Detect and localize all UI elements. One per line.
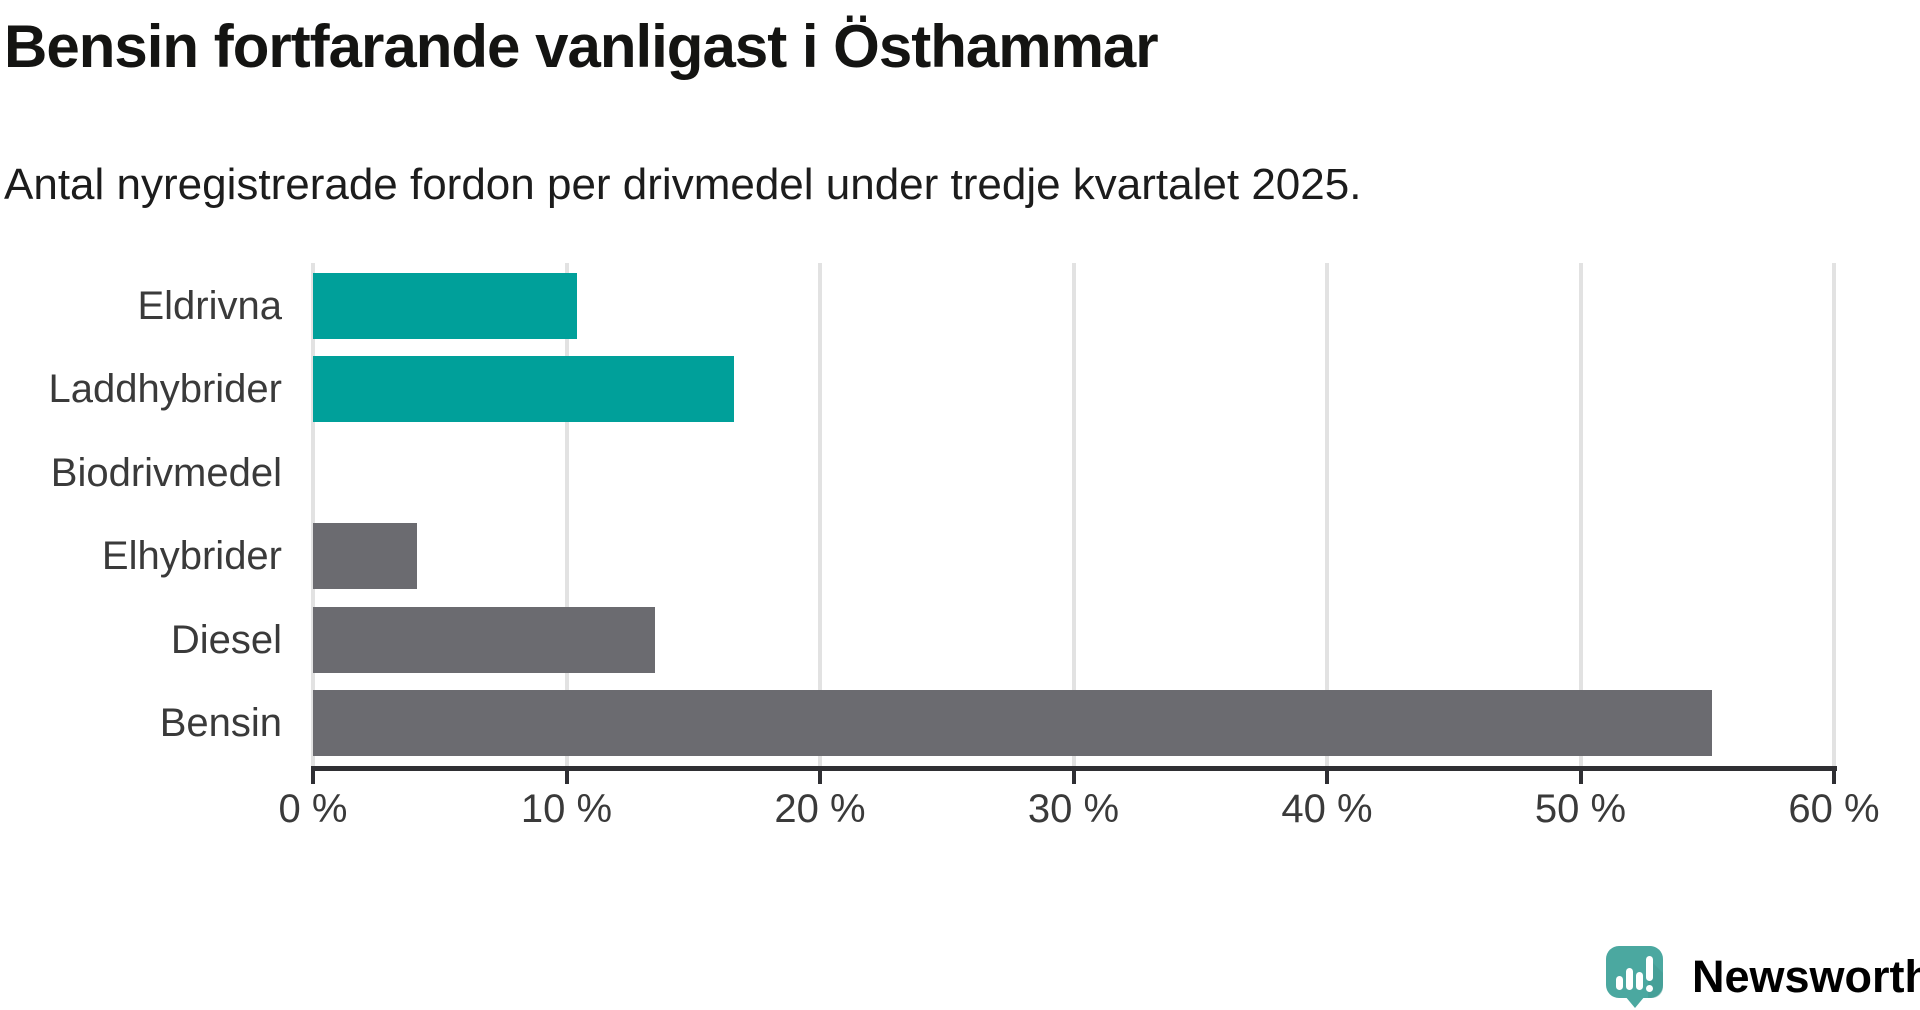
category-axis-labels: Eldrivna Laddhybrider Biodrivmedel Elhybrid… [0,263,283,766]
bar-chart: Eldrivna Laddhybrider Biodrivmedel Elhybrid… [0,263,1920,843]
x-tick-0 [311,769,315,784]
category-label-bensin: Bensin [159,701,282,745]
category-label-diesel: Diesel [170,617,282,662]
gridline-0 [311,263,315,766]
gridline-40 [1325,263,1329,766]
x-tick-60 [1832,769,1836,784]
x-tick-20 [818,769,822,784]
x-tick-30 [1071,769,1076,784]
x-axis-line [311,766,1837,771]
category-label-eldrivna: Eldrivna [137,283,282,328]
x-tick-label-20: 20 % [774,787,866,831]
x-tick-label-50: 50 % [1534,787,1627,831]
x-tick-label-60: 60 % [1788,787,1880,831]
bar-laddhybrider [313,356,734,422]
category-label-biodrivmedel: Biodrivmedel [50,450,282,495]
x-tick-label-10: 10 % [520,787,613,831]
newsworthy-branding: Newsworthy [1604,944,1920,1010]
gridline-10 [564,263,569,766]
bar-elhybrider [313,523,417,589]
x-tick-label-40: 40 % [1281,787,1373,831]
x-tick-10 [564,769,569,784]
category-label-laddhybrider: Laddhybrider [48,367,283,411]
x-tick-label-30: 30 % [1027,787,1120,831]
category-label-elhybrider: Elhybrider [101,534,282,578]
newsworthy-logo-text: Newsworthy [1692,951,1920,1002]
gridline-20 [818,263,822,766]
gridline-30 [1071,263,1076,766]
bar-bensin [313,690,1713,756]
chart-subtitle: Antal nyregistrerade fordon per drivmede… [4,160,1362,209]
x-tick-label-0: 0 % [278,787,348,831]
gridline-60 [1832,263,1836,766]
gridline-50 [1578,263,1583,766]
newsworthy-logo-icon [1606,946,1663,1008]
bar-eldrivna [313,272,577,339]
x-tick-50 [1578,769,1583,784]
x-tick-40 [1325,769,1329,784]
chart-title: Bensin fortfarande vanligast i Östhammar [4,13,1159,80]
plot-area: 0 % 10 % 20 % 30 % 40 % 50 % 60 % [279,263,1880,831]
bar-diesel [313,606,656,673]
